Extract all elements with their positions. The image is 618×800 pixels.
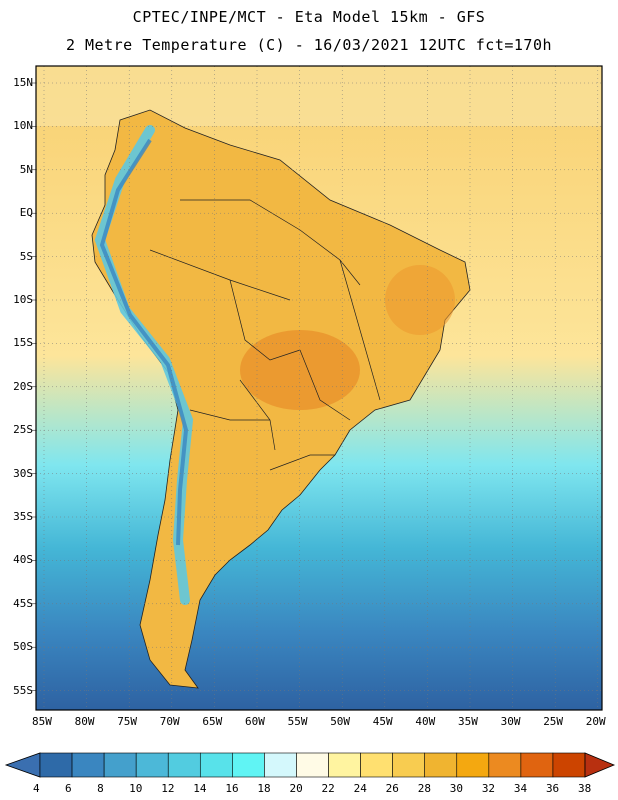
lat-label: 15S <box>13 336 33 350</box>
lon-label: 75W <box>117 715 138 728</box>
colorbar-label: 30 <box>449 782 463 795</box>
colorbar-label: 18 <box>257 782 271 795</box>
lon-label: 85W <box>32 715 52 728</box>
lon-label: 70W <box>159 715 180 728</box>
map-field <box>36 66 602 710</box>
lat-label: 15N <box>13 76 33 89</box>
title-variable: 2 Metre Temperature (C) - 16/03/2021 12U… <box>65 36 553 54</box>
colorbar <box>4 752 616 778</box>
colorbar-label: 26 <box>385 782 399 795</box>
lon-label: 60W <box>245 715 265 728</box>
lat-label: 30S <box>13 466 33 480</box>
lat-label: 55S <box>13 683 33 697</box>
colorbar-bin <box>264 752 297 778</box>
lat-label: 5N <box>19 162 33 176</box>
colorbar-bin <box>424 752 458 778</box>
lat-label: 35S <box>13 510 33 523</box>
lon-label: 80W <box>74 715 95 728</box>
colorbar-bin <box>135 752 169 778</box>
colorbar-label: 36 <box>545 782 560 795</box>
lon-label: 25W <box>543 715 564 728</box>
lon-label: 45W <box>372 715 393 728</box>
colorbar-label: 24 <box>353 782 367 795</box>
lat-label: 10S <box>13 293 33 306</box>
colorbar-bin <box>103 752 137 778</box>
lon-label: 50W <box>330 715 351 728</box>
colorbar-bin <box>296 752 329 778</box>
lon-label: 40W <box>415 715 436 728</box>
country-borders <box>149 199 381 471</box>
colorbar-bin <box>328 752 361 778</box>
colorbar-below-arrow <box>4 752 41 778</box>
lon-label: 35W <box>458 715 478 728</box>
lat-lon-grid <box>32 66 602 710</box>
lat-label: 20S <box>13 379 33 393</box>
lat-label: 40S <box>13 553 33 567</box>
colorbar-bin <box>488 752 522 778</box>
lat-label: 50S <box>13 640 33 654</box>
colorbar-label: 10 <box>129 782 143 795</box>
colorbar-above-arrow <box>584 752 616 778</box>
colorbar-label: 32 <box>481 782 496 795</box>
colorbar-label: 12 <box>161 782 175 795</box>
lat-label: 45S <box>13 596 33 610</box>
colorbar-label: 4 <box>33 782 40 795</box>
colorbar-bin <box>232 752 265 778</box>
colorbar-label: 22 <box>321 782 335 795</box>
colorbar-label: 20 <box>289 782 303 795</box>
colorbar-label: 38 <box>578 782 592 795</box>
colorbar-bin <box>39 752 73 778</box>
colorbar-label: 34 <box>513 782 528 795</box>
colorbar-bin <box>520 752 554 778</box>
colorbar-bin <box>199 752 233 778</box>
colorbar-bin <box>392 752 426 778</box>
colorbar-bin <box>71 752 105 778</box>
lon-label: 30W <box>500 715 521 728</box>
lon-label: 65W <box>202 715 223 728</box>
colorbar-label: 8 <box>97 782 104 795</box>
colorbar-bin <box>552 752 586 778</box>
lat-label: 10N <box>13 119 33 133</box>
map-frame <box>35 65 603 711</box>
colorbar-bin <box>360 752 393 778</box>
lon-label: 20W <box>585 715 606 728</box>
lon-label: 55W <box>287 715 308 728</box>
lat-label: EQ <box>19 206 33 220</box>
lat-label: 5S <box>19 249 33 263</box>
colorbar-bin <box>167 752 201 778</box>
colorbar-bin <box>456 752 490 778</box>
colorbar-label: 6 <box>65 782 72 795</box>
lat-label: 25S <box>13 423 33 437</box>
title-model: CPTEC/INPE/MCT - Eta Model 15km - GFS <box>132 8 486 26</box>
colorbar-label: 16 <box>225 782 239 795</box>
hot-spot-interior <box>240 330 360 410</box>
colorbar-label: 14 <box>193 782 207 795</box>
colorbar-label: 28 <box>417 782 431 795</box>
